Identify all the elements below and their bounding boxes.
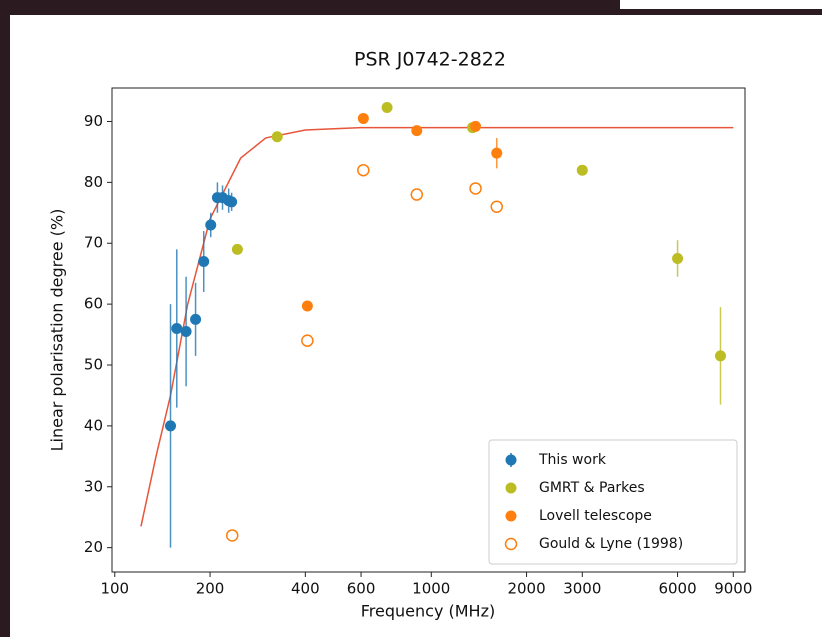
point — [301, 300, 313, 312]
y-tick-label: 40 — [84, 416, 103, 434]
point — [231, 243, 243, 255]
point — [672, 252, 684, 264]
y-tick-label: 60 — [84, 295, 103, 313]
plot-frame — [111, 87, 746, 573]
x-tick-label: 400 — [291, 580, 320, 598]
x-axis-label: Frequency (MHz) — [361, 602, 495, 621]
point — [165, 420, 177, 432]
legend-marker — [505, 482, 517, 494]
point — [226, 196, 238, 208]
legend-label: GMRT & Parkes — [539, 480, 645, 496]
x-tick-label: 1000 — [412, 580, 450, 598]
legend-label: This work — [538, 452, 607, 468]
y-axis-label: Linear polarisation degree (%) — [48, 209, 67, 452]
y-tick-label: 20 — [84, 538, 103, 556]
legend-marker — [505, 454, 517, 466]
x-tick-label: 2000 — [507, 580, 545, 598]
point — [271, 131, 283, 143]
point — [576, 164, 588, 176]
y-tick-label: 70 — [84, 234, 103, 252]
legend-box — [488, 439, 738, 565]
x-tick-label: 3000 — [563, 580, 601, 598]
y-tick-label: 90 — [84, 112, 103, 130]
y-tick-label: 50 — [84, 356, 103, 374]
point — [357, 163, 370, 177]
point — [491, 147, 503, 159]
point — [225, 529, 239, 542]
point — [469, 182, 482, 195]
point — [470, 120, 482, 132]
point — [410, 188, 424, 201]
legend-marker — [505, 510, 517, 522]
top-strip — [620, 0, 822, 9]
point — [490, 200, 503, 213]
point — [357, 112, 369, 124]
chart-title: PSR J0742-2822 — [354, 49, 506, 71]
x-tick-label: 9000 — [714, 580, 752, 598]
point — [301, 334, 314, 347]
legend-label: Gould & Lyne (1998) — [539, 536, 683, 552]
point — [198, 256, 210, 268]
legend-label: Lovell telescope — [539, 508, 652, 524]
x-tick-label: 200 — [196, 580, 225, 598]
y-tick-label: 80 — [84, 173, 103, 191]
x-tick-label: 100 — [100, 580, 129, 598]
fit-curve — [140, 126, 734, 527]
point — [171, 322, 183, 334]
x-tick-label: 6000 — [658, 580, 696, 598]
point — [411, 125, 423, 137]
legend-marker — [504, 537, 518, 551]
point — [190, 313, 202, 325]
point — [180, 326, 192, 338]
point — [205, 219, 217, 231]
x-tick-label: 600 — [347, 580, 376, 598]
point — [714, 350, 726, 362]
point — [381, 101, 393, 113]
y-tick-label: 30 — [84, 477, 103, 495]
